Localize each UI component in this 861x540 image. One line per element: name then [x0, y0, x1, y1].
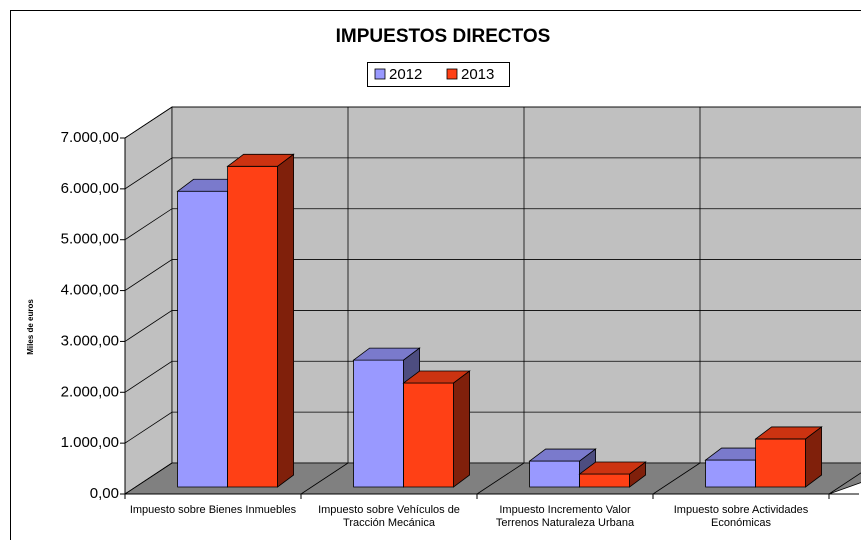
- bar-front: [579, 473, 630, 488]
- bar-front: [227, 165, 279, 488]
- y-tick-label: 7.000,00: [61, 129, 119, 146]
- legend-swatch: [446, 68, 458, 80]
- bar: [754, 426, 823, 488]
- bar-front: [177, 190, 229, 488]
- y-tick-label: 4.000,00: [61, 282, 119, 299]
- y-tick-label: 3.000,00: [61, 332, 119, 349]
- bar-front: [755, 438, 806, 488]
- bar-side: [805, 426, 822, 488]
- x-tick-label: Impuesto sobre Bienes Inmuebles: [129, 504, 297, 516]
- bar: [402, 370, 471, 488]
- bar: [704, 447, 773, 488]
- floor-grid: [828, 472, 861, 495]
- floor-grid: [300, 462, 349, 495]
- y-tick-label: 6.000,00: [61, 180, 119, 197]
- bar-front: [403, 382, 455, 488]
- bar: [226, 153, 295, 488]
- legend-box: [367, 62, 510, 87]
- x-tick-label: Impuesto sobre Actividades Económicas: [673, 504, 809, 529]
- floor-grid: [124, 462, 173, 495]
- y-tick-label: 2.000,00: [61, 383, 119, 400]
- bar-side: [277, 153, 295, 488]
- bar-front: [529, 460, 580, 488]
- grid-line: [124, 259, 861, 291]
- grid-line: [124, 411, 861, 444]
- floor-grid: [652, 462, 701, 495]
- grid-line: [124, 157, 861, 190]
- legend-swatch: [374, 68, 386, 80]
- x-tick-label: Impuesto sobre Vehículos de Tracción Mec…: [318, 504, 460, 529]
- chart-title: IMPUESTOS DIRECTOS: [336, 26, 551, 47]
- legend-label: 2013: [461, 66, 494, 83]
- bar: [578, 461, 647, 488]
- bar-side: [629, 461, 646, 488]
- bar-side: [453, 370, 471, 488]
- grid-line: [124, 208, 861, 241]
- grid-line: [124, 360, 861, 393]
- floor-grid: [476, 462, 525, 495]
- side-wall: [124, 106, 173, 495]
- grid-line: [124, 310, 861, 342]
- y-tick-label: 0,00: [90, 485, 119, 502]
- y-tick-label: 1.000,00: [61, 434, 119, 451]
- y-tick-label: 5.000,00: [61, 231, 119, 248]
- legend-label: 2012: [389, 66, 422, 83]
- bar-front: [353, 359, 405, 488]
- bar-front: [705, 459, 756, 488]
- grid-line: [124, 106, 861, 139]
- x-tick-label: Impuesto Incremento Valor Terrenos Natur…: [495, 504, 635, 529]
- y-axis-label: Miles de euros: [26, 299, 35, 355]
